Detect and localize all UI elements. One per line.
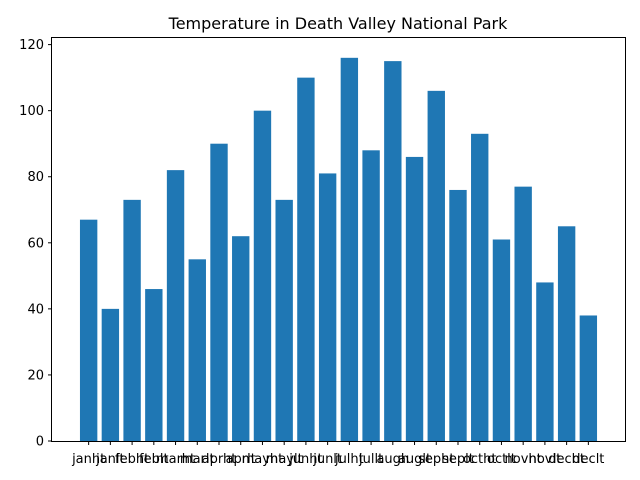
bar-maylt bbox=[275, 199, 293, 441]
bar-mayht bbox=[253, 110, 272, 442]
x-tick-label-junlt: junlt bbox=[312, 452, 342, 467]
bar-octlt bbox=[492, 239, 511, 441]
x-tick-label-sepht: sepht bbox=[418, 452, 454, 467]
x-tick-label-febht: febht bbox=[115, 452, 149, 467]
bar-marlt bbox=[188, 259, 206, 441]
x-tick-label-janlt: janlt bbox=[95, 452, 125, 467]
y-tick-label-80: 80 bbox=[27, 170, 44, 185]
bar-auglt bbox=[405, 156, 424, 442]
bars-group bbox=[79, 57, 598, 442]
y-tick-label-60: 60 bbox=[27, 236, 44, 251]
plot-frame bbox=[51, 37, 626, 442]
bar-aprht bbox=[210, 143, 228, 441]
bar-febht bbox=[123, 199, 141, 441]
bar-novht bbox=[514, 186, 532, 441]
bar-seplt bbox=[449, 189, 467, 441]
y-tick-label-0: 0 bbox=[36, 435, 44, 450]
x-tick-label-mayht: mayht bbox=[242, 452, 284, 467]
x-tick-label-novht: novht bbox=[505, 452, 542, 467]
x-tick-label-marlt: marlt bbox=[180, 452, 215, 467]
y-tick-label-20: 20 bbox=[27, 368, 44, 383]
x-tick-label-declt: declt bbox=[572, 452, 604, 467]
bar-feblt bbox=[145, 289, 163, 441]
x-tick-label-novlt: novlt bbox=[529, 452, 562, 467]
bar-novlt bbox=[536, 282, 554, 441]
x-tick-label-feblt: feblt bbox=[139, 452, 169, 467]
bar-junlt bbox=[318, 173, 337, 441]
x-tick-label-julht: julht bbox=[334, 452, 364, 467]
bar-janht bbox=[79, 219, 98, 441]
x-tick-label-junht: junht bbox=[288, 452, 322, 467]
bar-marht bbox=[166, 170, 185, 441]
bar-octht bbox=[471, 133, 489, 442]
bar-jullt bbox=[362, 150, 380, 441]
bar-decht bbox=[557, 226, 576, 441]
y-tick-label-40: 40 bbox=[27, 302, 44, 317]
x-tick-label-aprlt: aprlt bbox=[226, 452, 256, 467]
bar-declt bbox=[579, 315, 598, 441]
bar-augh bbox=[384, 61, 402, 442]
x-tick-label-octht: octht bbox=[463, 452, 497, 467]
x-axis: janhtjanltfebhtfebltmarhtmarltaprhtaprlt… bbox=[71, 441, 604, 467]
x-tick-label-auglt: auglt bbox=[398, 452, 431, 467]
bar-julht bbox=[340, 57, 359, 441]
x-tick-label-aprht: aprht bbox=[202, 452, 237, 467]
x-tick-label-jullt: jullt bbox=[358, 452, 383, 467]
y-tick-label-100: 100 bbox=[19, 104, 44, 119]
bar-aprlt bbox=[232, 236, 250, 441]
x-tick-label-maylt: maylt bbox=[266, 452, 303, 467]
bar-junht bbox=[297, 77, 315, 441]
x-tick-label-octlt: octlt bbox=[487, 452, 516, 467]
y-tick-label-120: 120 bbox=[19, 38, 44, 53]
x-tick-label-marht: marht bbox=[156, 452, 195, 467]
chart-title: Temperature in Death Valley National Par… bbox=[168, 14, 508, 33]
x-tick-label-janht: janht bbox=[71, 452, 105, 467]
x-tick-label-augh: augh bbox=[376, 452, 409, 467]
x-tick-label-seplt: seplt bbox=[442, 452, 474, 467]
bar-janlt bbox=[101, 308, 120, 441]
bar-sepht bbox=[427, 90, 445, 441]
x-tick-label-decht: decht bbox=[548, 452, 585, 467]
y-axis: 0 20 40 60 80 100 120 bbox=[19, 38, 52, 450]
